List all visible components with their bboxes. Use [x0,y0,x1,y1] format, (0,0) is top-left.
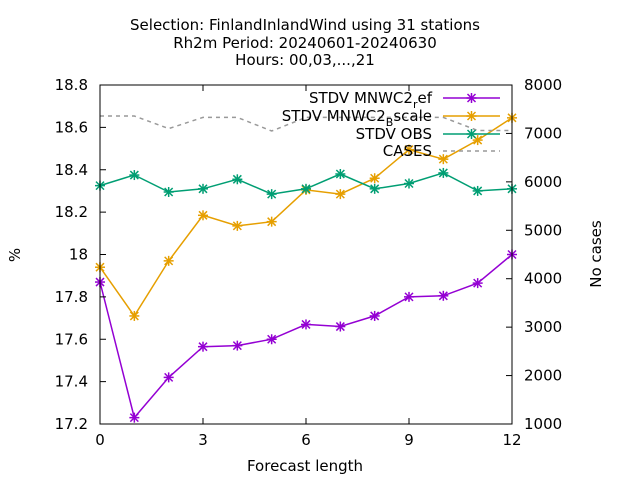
data-point [232,220,243,231]
data-point [438,167,449,178]
data-point [266,189,277,200]
y-tick-label: 18.4 [55,161,88,179]
data-point [301,319,311,330]
data-point [438,154,449,165]
series-cases [100,115,512,132]
series-line-stdv-mnwc2-bscale [99,117,513,318]
y2-tick-label: 4000 [524,270,562,288]
data-point [335,189,346,200]
data-point [335,168,346,179]
data-point [369,183,380,194]
legend-label: CASES [383,142,432,160]
data-point [335,321,346,332]
data-point [232,340,243,351]
legend-label-subscript: r [413,98,418,111]
y-tick-label: 18.2 [55,203,88,221]
data-point [404,178,414,189]
data-point [163,255,174,266]
legend-label-tail: scale [393,107,432,125]
data-point [438,290,449,301]
y-axis-label: % [6,248,24,262]
y2-tick-label: 8000 [524,76,562,94]
y2-tick-label: 6000 [524,173,562,191]
legend-label: STDV MNWC2ref [309,89,433,111]
series-line-cases [100,115,512,132]
y-tick-label: 18.8 [55,76,88,94]
legend-marker [466,129,477,139]
legend-label: STDV MNWC2Bscale [282,107,432,129]
y-tick-label: 17.4 [55,373,88,391]
legend-label-main: STDV OBS [356,125,432,143]
data-point [129,412,140,423]
x-tick-label: 6 [301,431,311,449]
plot-frame [99,84,513,425]
data-point [301,183,311,194]
data-point [198,341,208,352]
title-line-1: Selection: FinlandInlandWind using 31 st… [130,16,480,34]
data-point [404,144,414,155]
chart-title: Selection: FinlandInlandWind using 31 st… [130,16,480,69]
data-point [129,170,140,181]
data-point [404,291,414,302]
x-tick-label: 9 [404,431,414,449]
y2-tick-label: 1000 [524,415,562,433]
y-tick-label: 17.6 [55,330,88,348]
legend-marker [466,93,477,103]
series-stdv-mnwc2-bscale [95,112,517,321]
x-tick-label: 12 [502,431,521,449]
y2-tick-label: 3000 [524,318,562,336]
series-stdv-mnwc2-ref [95,249,517,423]
legend-marker [466,111,477,121]
series-stdv-obs [95,167,517,200]
legend-label: STDV OBS [356,125,432,143]
legend-label-subscript: B [386,116,394,129]
x-tick-label: 0 [95,431,105,449]
data-point [266,216,277,227]
title-line-3: Hours: 00,03,...,21 [235,51,375,69]
legend-label-main: STDV MNWC2 [309,89,413,107]
y-tick-label: 17.2 [55,415,88,433]
title-line-2: Rh2m Period: 20240601-20240630 [173,34,437,52]
data-point [369,173,380,184]
legend-label-main: CASES [383,142,432,160]
data-point [472,185,483,196]
y2-axis-label: No cases [587,220,605,288]
legend-label-main: STDV MNWC2 [282,107,386,125]
y2-tick-label: 2000 [524,367,562,385]
series-line-stdv-mnwc2-ref [99,253,513,420]
y-tick-label: 18.6 [55,118,88,136]
x-axis-label: Forecast length [247,457,363,475]
data-point [163,372,174,383]
data-point [198,183,208,194]
y-tick-label: 18 [69,246,88,264]
y2-tick-label: 7000 [524,124,562,142]
data-point [129,310,140,321]
data-point [369,310,380,321]
y-tick-label: 17.8 [55,288,88,306]
x-tick-label: 3 [198,431,208,449]
y2-tick-label: 5000 [524,221,562,239]
data-point [198,210,208,221]
data-point [232,174,243,185]
data-point [472,278,483,289]
legend-label-tail: ef [417,89,432,107]
data-point [266,334,277,345]
data-point [163,186,174,197]
